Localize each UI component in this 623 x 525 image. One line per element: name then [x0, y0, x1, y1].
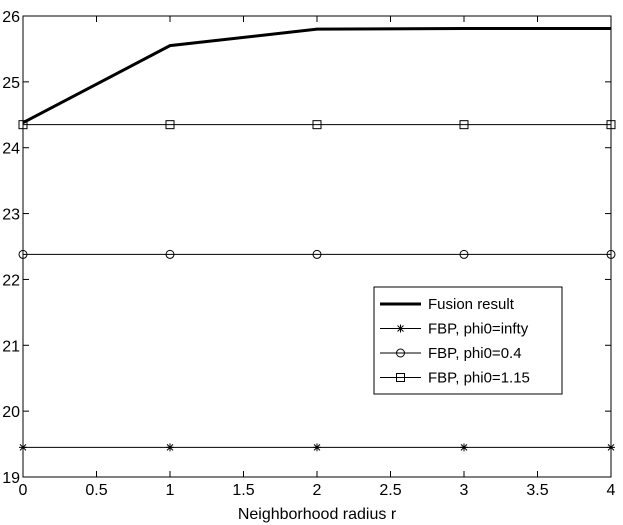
- legend-marker: [396, 348, 405, 358]
- legend-entry-label: FBP, phi0=0.4: [428, 345, 522, 362]
- x-tick-label: 1: [166, 482, 175, 499]
- y-tick-label: 23: [2, 207, 20, 224]
- series-line: [22, 27, 611, 125]
- series-1: [19, 443, 615, 452]
- legend-entry-label: FBP, phi0=infty: [428, 321, 529, 338]
- legend-entry-label: Fusion result: [428, 296, 515, 313]
- x-tick-label: 3.5: [526, 482, 548, 499]
- y-tick-label: 19: [2, 470, 20, 487]
- y-tick-label: 22: [2, 272, 20, 289]
- data-point-star: [166, 443, 174, 452]
- x-tick-label: 0: [19, 482, 28, 499]
- y-tick-label: 24: [2, 141, 20, 158]
- legend: Fusion result FBP, phi0=infty FBP, phi0=0.…: [373, 286, 563, 395]
- y-tick-label: 26: [2, 9, 20, 26]
- y-tick-label: 21: [2, 338, 20, 355]
- legend-marker: [396, 324, 405, 333]
- data-point-square: [165, 120, 175, 130]
- data-point-circle: [312, 249, 322, 259]
- data-point-star: [460, 443, 468, 452]
- y-tick-label: 25: [2, 75, 20, 92]
- legend-entry-label: FBP, phi0=1.15: [428, 370, 530, 387]
- data-point-circle: [165, 249, 175, 259]
- x-tick-label: 2.5: [379, 482, 401, 499]
- x-tick-label: 4: [607, 482, 616, 499]
- x-tick-label: 0.5: [85, 482, 107, 499]
- data-point-square: [459, 120, 469, 130]
- y-tick-label: 20: [2, 404, 20, 421]
- plot-area-frame: [22, 15, 612, 478]
- x-tick-label: 1.5: [232, 482, 254, 499]
- x-tick-label: 3: [460, 482, 469, 499]
- series-2: [18, 249, 616, 259]
- x-axis-label: Neighborhood radius r: [238, 506, 397, 523]
- series-3: [18, 120, 616, 130]
- data-point-square: [312, 120, 322, 130]
- data-point-circle: [459, 249, 469, 259]
- series-0: [22, 27, 611, 125]
- legend-marker: [396, 373, 405, 382]
- data-point-star: [313, 443, 321, 452]
- x-tick-label: 2: [313, 482, 322, 499]
